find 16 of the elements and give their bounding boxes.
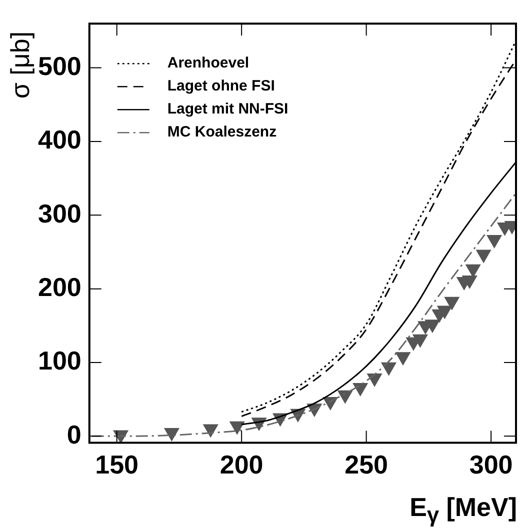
y-tick-label: 400 xyxy=(38,124,82,155)
y-tick-label: 500 xyxy=(38,50,82,81)
legend-label: Arenhoevel xyxy=(167,54,250,72)
x-tick-label: 200 xyxy=(220,450,264,480)
y-tick-label: 100 xyxy=(38,346,82,376)
x-axis-title: E$_{γ}$ [MeV] xyxy=(410,492,517,528)
x-tick-label: 300 xyxy=(469,450,513,480)
x-tick-label: 150 xyxy=(95,450,139,480)
x-tick-label: 250 xyxy=(344,450,388,480)
y-tick-label: 0 xyxy=(66,419,82,450)
y-tick-label: 200 xyxy=(38,272,82,302)
legend-label: Laget ohne FSI xyxy=(167,78,275,95)
legend-label: Laget mit NN-FSI xyxy=(167,100,288,118)
y-axis-title: σ [μb] xyxy=(5,30,35,101)
legend-label: MC Koaleszenz xyxy=(167,124,277,141)
y-tick-label: 300 xyxy=(38,198,82,228)
